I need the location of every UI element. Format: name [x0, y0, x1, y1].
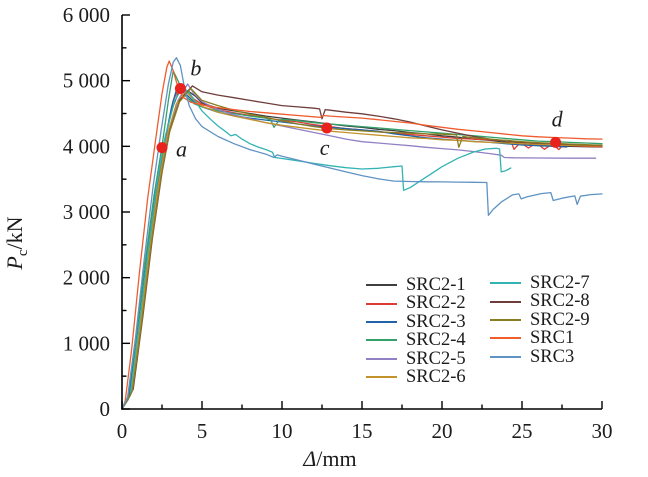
legend-item-src2-4: SRC2-4	[366, 331, 466, 349]
legend-label-src2-4: SRC2-4	[406, 330, 466, 351]
x-tick-label: 5	[197, 419, 208, 443]
legend-label-src1: SRC1	[530, 328, 575, 349]
legend-swatch-src2-1	[366, 284, 397, 287]
annotation-label-c: c	[320, 135, 330, 160]
legend-swatch-src2-7	[490, 282, 521, 285]
y-tick-label: 5 000	[63, 69, 110, 93]
legend-item-src2-8: SRC2-8	[490, 292, 590, 310]
series-line-src3	[121, 57, 603, 410]
y-tick-label: 6 000	[63, 3, 110, 27]
y-tick-label: 3 000	[63, 200, 110, 224]
y-tick-label: 0	[100, 397, 111, 421]
legend-item-src2-9: SRC2-9	[490, 311, 590, 329]
legend-label-src2-8: SRC2-8	[530, 291, 590, 312]
legend-swatch-src2-2	[366, 302, 397, 305]
x-tick-label: 30	[592, 419, 613, 443]
legend-swatch-src1	[490, 337, 521, 340]
legend-item-src2-7: SRC2-7	[490, 274, 590, 292]
legend-swatch-src2-6	[366, 376, 397, 379]
legend-label-src3: SRC3	[530, 346, 575, 367]
legend-swatch-src2-3	[366, 320, 397, 323]
legend-label-src2-1: SRC2-1	[406, 274, 466, 295]
y-tick-label: 2 000	[63, 266, 110, 290]
legend-item-src3: SRC3	[490, 348, 590, 366]
x-tick-label: 10	[272, 419, 293, 443]
series-line-src2-4	[121, 70, 603, 410]
legend-swatch-src3	[490, 355, 521, 358]
legend-label-src2-9: SRC2-9	[530, 309, 590, 330]
series-line-src2-8	[121, 85, 603, 410]
legend-item-src2-6: SRC2-6	[366, 368, 466, 386]
legend-item-src2-5: SRC2-5	[366, 350, 466, 368]
x-tick-label: 20	[432, 419, 453, 443]
legend-swatch-src2-4	[366, 339, 397, 342]
tick-labels: 0 1 000 2 000 3 000 4 000 5 000 6 000 0 5 10 15 20 2…	[63, 3, 613, 443]
annotation-label-a: a	[176, 137, 187, 162]
series-line-src2-9	[121, 87, 603, 410]
legend-swatch-src2-8	[490, 300, 521, 303]
legend-item-src2-3: SRC2-3	[366, 313, 466, 331]
legend-item-src1: SRC1	[490, 329, 590, 347]
annotation-dot-a	[156, 142, 168, 154]
legend-label-src2-3: SRC2-3	[406, 311, 466, 332]
annotation-label-d: d	[552, 106, 564, 131]
annotation-label-b: b	[190, 56, 201, 81]
legend-label-src2-2: SRC2-2	[406, 293, 466, 314]
y-axis-title: Pc/kN	[2, 216, 31, 270]
axis-ticks	[121, 14, 603, 410]
legend-label-src2-7: SRC2-7	[530, 272, 590, 293]
legend-swatch-src2-9	[490, 318, 521, 321]
legend-column-1: SRC2-1 SRC2-2 SRC2-3 SRC2-4 SRC2-5 SRC2-6	[366, 276, 466, 386]
x-tick-label: 25	[512, 419, 533, 443]
annotation-dot-c	[321, 122, 333, 134]
y-tick-label: 4 000	[63, 134, 110, 158]
x-tick-label: 15	[352, 419, 373, 443]
x-tick-label: 0	[117, 419, 128, 443]
legend-swatch-src2-5	[366, 357, 397, 360]
legend-column-2: SRC2-7 SRC2-8 SRC2-9 SRC1 SRC3	[490, 274, 590, 366]
legend-item-src2-2: SRC2-2	[366, 294, 466, 312]
legend-item-src2-1: SRC2-1	[366, 276, 466, 294]
annotation-dot-b	[174, 83, 186, 95]
series-line-src1	[121, 60, 603, 410]
annotations: a b c d	[156, 56, 564, 162]
legend-label-src2-5: SRC2-5	[406, 348, 466, 369]
legend-label-src2-6: SRC2-6	[406, 366, 466, 387]
annotation-dot-d	[550, 136, 562, 148]
y-tick-label: 1 000	[63, 331, 110, 355]
x-axis-title: Δ/mm	[302, 446, 356, 471]
